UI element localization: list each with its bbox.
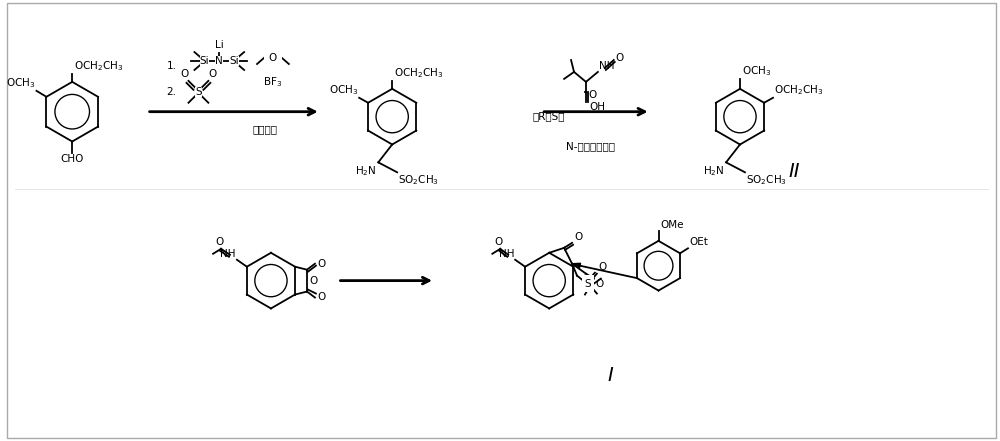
Text: OCH$_3$: OCH$_3$ [329,83,358,97]
Text: I: I [608,366,614,385]
Text: O: O [208,69,216,79]
Text: O: O [309,276,317,286]
Text: OCH$_2$CH$_3$: OCH$_2$CH$_3$ [74,59,124,73]
Polygon shape [572,263,581,268]
Text: OMe: OMe [660,220,684,230]
Text: N: N [215,56,223,66]
Text: H$_2$N: H$_2$N [703,164,724,178]
Text: O: O [588,90,596,100]
Text: O: O [317,259,325,269]
Text: Si: Si [200,56,209,66]
Text: O: O [215,237,223,247]
Text: OCH$_3$: OCH$_3$ [742,64,771,78]
Text: OCH$_2$CH$_3$: OCH$_2$CH$_3$ [774,83,823,97]
Text: NH: NH [220,249,236,259]
Text: H$_2$N: H$_2$N [355,164,376,178]
Text: Li: Li [215,40,224,50]
Text: O: O [598,262,606,272]
Text: S: S [195,87,202,97]
Text: O: O [595,279,603,288]
Text: SO$_2$CH$_3$: SO$_2$CH$_3$ [398,173,439,187]
Text: O: O [494,237,502,247]
Text: CHO: CHO [61,154,84,164]
Text: NH: NH [499,249,514,259]
Text: O: O [180,69,189,79]
Text: OCH$_3$: OCH$_3$ [6,76,35,90]
Text: O: O [317,292,325,302]
Text: N-乙酰基亮氨酸: N-乙酰基亮氨酸 [566,142,615,151]
Text: Si: Si [229,56,239,66]
Text: O: O [574,232,582,242]
Text: II: II [789,162,800,181]
Text: （R，S）: （R，S） [533,112,565,122]
Text: OH: OH [589,102,605,112]
Text: S: S [585,279,591,288]
Text: O: O [616,53,624,63]
Text: OEt: OEt [689,237,708,247]
Text: SO$_2$CH$_3$: SO$_2$CH$_3$ [746,173,787,187]
Text: 正丁基锂: 正丁基锂 [252,124,277,135]
Text: NH: NH [599,61,614,71]
Text: O: O [269,53,277,63]
Text: BF$_3$: BF$_3$ [263,75,283,89]
Text: 2.: 2. [167,87,177,97]
Text: 1.: 1. [167,61,177,71]
Text: OCH$_2$CH$_3$: OCH$_2$CH$_3$ [394,66,444,80]
